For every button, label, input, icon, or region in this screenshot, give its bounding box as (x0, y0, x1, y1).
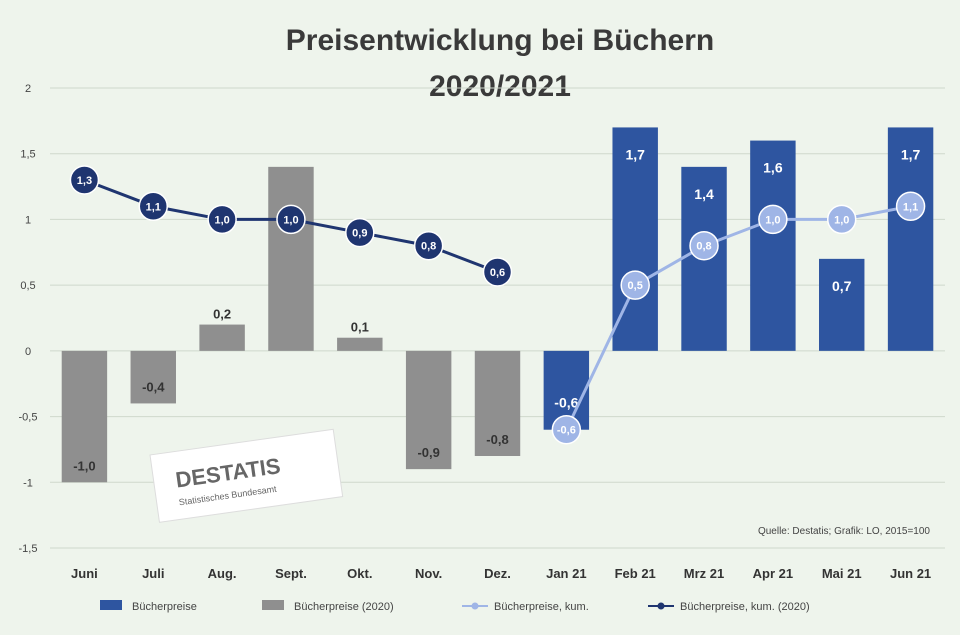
line-point (138, 191, 169, 222)
y-tick-label: 0,5 (20, 280, 35, 292)
point-data-label: 1,0 (283, 214, 298, 226)
y-tick-label: 1,5 (20, 149, 35, 161)
x-tick-label: Apr 21 (753, 566, 793, 581)
y-tick-label: -0,5 (19, 412, 38, 424)
point-data-label: 1,1 (903, 201, 918, 213)
bar-data-label: -0,9 (417, 445, 439, 460)
bar-data-label: -0,6 (554, 395, 578, 411)
y-tick-label: -1,5 (19, 543, 38, 555)
legend-swatch (262, 600, 284, 610)
bar (474, 350, 521, 456)
bar-data-label: 1,7 (901, 146, 921, 162)
point-data-label: 1,3 (77, 175, 92, 187)
point-data-label: 1,0 (214, 214, 229, 226)
x-tick-label: Sept. (275, 566, 307, 581)
legend-marker (471, 602, 479, 610)
point-data-label: 1,0 (834, 214, 849, 226)
bar (405, 350, 452, 470)
chart-subtitle: 2020/2021 (429, 70, 571, 103)
x-axis: Juni Juli Aug. Sept. Okt. Nov. Dez. Jan 21 Feb 2… (71, 566, 931, 581)
line-point (826, 204, 857, 235)
line-point (482, 257, 513, 287)
line-point (551, 414, 582, 445)
line-point (345, 217, 375, 248)
bar (887, 127, 934, 351)
point-data-label: 1,0 (765, 214, 780, 226)
x-tick-label: Mai 21 (822, 566, 862, 581)
bar (750, 140, 796, 351)
bar (337, 337, 383, 351)
point-data-label: -0,6 (557, 425, 576, 437)
point-data-label: 0,8 (696, 241, 711, 253)
y-tick-label: 0 (25, 346, 31, 358)
bar (268, 166, 314, 351)
destatis-logo: DESTATIS Statistisches Bundesamt (149, 428, 344, 523)
legend: Bücherpreise Bücherpreise (2020) Bücherpre… (100, 600, 810, 613)
chart-title: Preisentwicklung bei Büchern (286, 24, 714, 57)
x-tick-label: Okt. (347, 566, 372, 581)
bar-data-label: 0,7 (832, 278, 852, 294)
bar-data-label: 1,4 (694, 186, 714, 202)
x-tick-label: Jan 21 (546, 566, 586, 581)
bar-data-label: -0,8 (486, 432, 508, 447)
legend-marker (657, 602, 665, 610)
y-tick-label: -1 (23, 477, 33, 489)
point-data-label: 0,9 (352, 228, 367, 240)
x-tick-label: Aug. (208, 566, 237, 581)
bar (199, 324, 245, 351)
bar-data-label: 0,2 (213, 307, 231, 322)
x-tick-label: Jun 21 (890, 566, 931, 581)
bar (819, 258, 865, 351)
bar (130, 350, 176, 404)
line-point (207, 204, 237, 235)
line-point (620, 270, 650, 300)
x-tick-label: Juni (71, 566, 98, 581)
bar-data-label: 0,1 (351, 320, 369, 335)
line-point (689, 230, 719, 261)
point-data-label: 1,1 (146, 201, 161, 213)
x-tick-label: Juli (142, 566, 164, 581)
line-point (413, 230, 444, 261)
y-axis: 2 1,5 1 0,5 0 -0,5 -1 -1,5 (19, 83, 38, 555)
point-data-label: 0,8 (421, 241, 436, 253)
x-tick-label: Nov. (415, 566, 442, 581)
point-data-label: 0,5 (628, 280, 643, 292)
x-tick-label: Mrz 21 (684, 566, 724, 581)
legend-label: Bücherpreise, kum. (494, 601, 589, 613)
source-note: Quelle: Destatis; Grafik: LO, 2015=100 (758, 526, 930, 537)
x-tick-label: Dez. (484, 566, 511, 581)
line-point (69, 165, 100, 195)
line-point (895, 191, 926, 222)
bar (61, 350, 108, 483)
point-data-label: 0,6 (490, 267, 505, 279)
line-point (758, 204, 788, 235)
y-tick-label: 2 (25, 83, 31, 95)
x-tick-label: Feb 21 (615, 566, 656, 581)
bar-data-label: 1,6 (763, 160, 783, 176)
bar-data-label: 1,7 (625, 146, 645, 162)
legend-swatch (100, 600, 122, 610)
lines-layer: -0,6 0,5 0,8 1,0 1,0 1,1 1,3 1,1 1,0 1,0 0,9 0,8 0,6 (69, 165, 926, 445)
legend-label: Bücherpreise (2020) (294, 601, 394, 613)
bar-data-label: -1,0 (73, 458, 95, 473)
bar-data-label: -0,4 (142, 379, 165, 394)
bars-layer: -0,61,71,41,60,71,7-1,0-0,40,20,1-0,9-0,… (61, 127, 934, 483)
line-point (276, 204, 306, 235)
y-tick-label: 1 (25, 214, 31, 226)
legend-label: Bücherpreise, kum. (2020) (680, 601, 810, 613)
legend-label: Bücherpreise (132, 601, 197, 613)
